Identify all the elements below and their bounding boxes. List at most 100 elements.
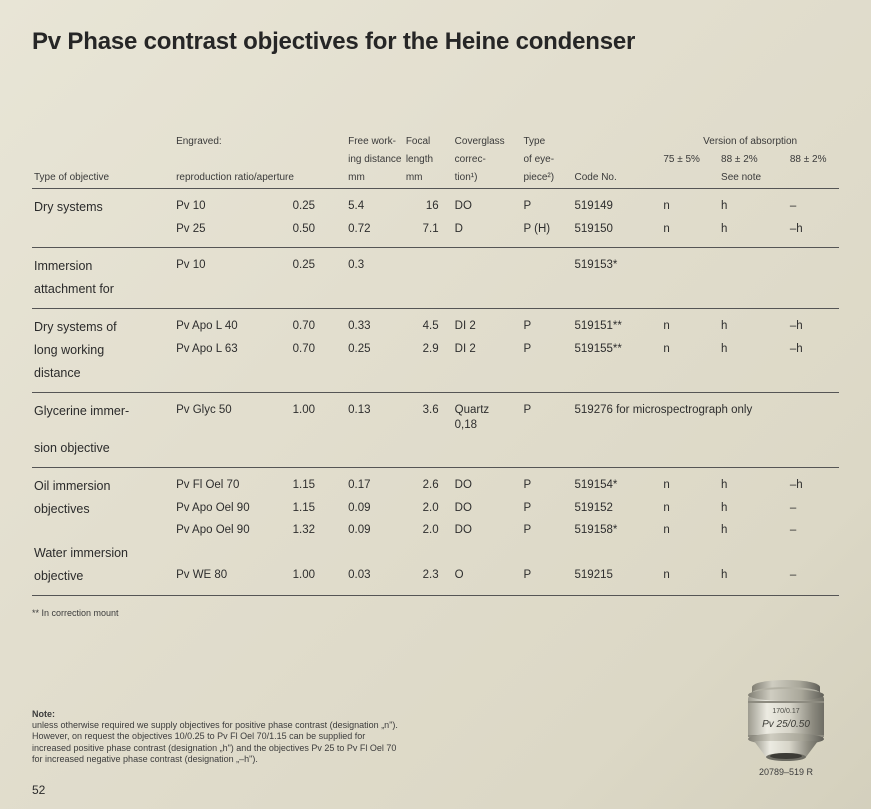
cell-engrave: Pv Fl Oel 70 xyxy=(174,467,291,497)
cell-aperture: 1.00 xyxy=(291,565,346,595)
table-row: Oil immersionPv Fl Oel 701.150.172.6DOP5… xyxy=(32,467,839,497)
cell-eye: P xyxy=(521,565,572,595)
th-cover-top: Coverglass xyxy=(453,134,522,152)
cell-v2: h xyxy=(719,309,788,339)
group-label: Water immersion xyxy=(32,542,174,565)
th-eye-bot: piece²) xyxy=(521,170,572,189)
table-row: Pv Apo Oel 901.320.092.0DOP519158*nh– xyxy=(32,520,839,542)
cell-aperture: 0.70 xyxy=(291,309,346,339)
cell-focal: 2.0 xyxy=(404,498,453,521)
cell-aperture: 0.25 xyxy=(291,248,346,278)
table-row: Dry systems ofPv Apo L 400.700.334.5DI 2… xyxy=(32,309,839,339)
table-row: attachment for xyxy=(32,278,839,308)
group-label xyxy=(32,219,174,248)
cell-focal: 2.6 xyxy=(404,467,453,497)
cell-focal: 7.1 xyxy=(404,219,453,248)
table-body: Dry systemsPv 100.255.416DOP519149nh–Pv … xyxy=(32,189,839,596)
cell-v2: h xyxy=(719,498,788,521)
cell-focal: 4.5 xyxy=(404,309,453,339)
cell-eye: P xyxy=(521,309,572,339)
cell-v3 xyxy=(788,248,839,278)
cell-eye xyxy=(521,248,572,278)
lens-engrave-mid: Pv 25/0.50 xyxy=(762,719,810,730)
cell-code: 519154* xyxy=(573,467,662,497)
th-engraved-top: Engraved: xyxy=(174,134,346,152)
cell-engrave: Pv Glyc 50 xyxy=(174,392,291,437)
group-label: sion objective xyxy=(32,437,174,467)
th-focal-top: Focal xyxy=(404,134,453,152)
cell-cover: D xyxy=(453,219,522,248)
table-head: Type of objective Engraved: Free work- F… xyxy=(32,134,839,189)
th-engraved-bot: reproduction ratio/aperture xyxy=(174,152,346,189)
cell-v1: n xyxy=(661,339,719,362)
cell-engrave: Pv Apo L 63 xyxy=(174,339,291,362)
cell-v1: n xyxy=(661,189,719,219)
cell-cover: DO xyxy=(453,520,522,542)
cell-v3: – xyxy=(788,189,839,219)
group-label: objectives xyxy=(32,498,174,521)
cell-v3: –h xyxy=(788,467,839,497)
group-label: Immersion xyxy=(32,248,174,278)
cell-cover: DO xyxy=(453,498,522,521)
th-focal-unit: mm xyxy=(404,170,453,189)
cell-fwd: 0.13 xyxy=(346,392,404,437)
cell-code: 519152 xyxy=(573,498,662,521)
cell-v2: h xyxy=(719,219,788,248)
cell-focal: 3.6 xyxy=(404,392,453,437)
cell-v1: n xyxy=(661,520,719,542)
cell-aperture: 1.00 xyxy=(291,392,346,437)
table-row: long workingPv Apo L 630.700.252.9DI 2P5… xyxy=(32,339,839,362)
cell-cover: DI 2 xyxy=(453,309,522,339)
note-body: unless otherwise required we supply obje… xyxy=(32,720,398,764)
cell-v1: n xyxy=(661,565,719,595)
th-focal-mid: length xyxy=(404,152,453,170)
cell-aperture: 0.50 xyxy=(291,219,346,248)
cell-code: 519153* xyxy=(573,248,662,278)
cell-fwd: 0.03 xyxy=(346,565,404,595)
cell-cover xyxy=(453,248,522,278)
table-row: distance xyxy=(32,362,839,392)
cell-v1: n xyxy=(661,467,719,497)
cell-aperture: 0.70 xyxy=(291,339,346,362)
footnote-correction-mount: ** In correction mount xyxy=(32,608,839,618)
cell-fwd: 0.3 xyxy=(346,248,404,278)
cell-aperture: 0.25 xyxy=(291,189,346,219)
cell-engrave: Pv WE 80 xyxy=(174,565,291,595)
lens-image: 170/0.17 Pv 25/0.50 20789–519 R xyxy=(731,677,841,777)
th-v1: 75 ± 5% xyxy=(661,152,719,170)
table-row: Water immersion xyxy=(32,542,839,565)
cell-fwd: 5.4 xyxy=(346,189,404,219)
cell-v1 xyxy=(661,248,719,278)
cell-engrave: Pv Apo Oel 90 xyxy=(174,520,291,542)
group-label: attachment for xyxy=(32,278,174,308)
cell-code: 519158* xyxy=(573,520,662,542)
table-row: objectivePv WE 801.000.032.3OP519215nh– xyxy=(32,565,839,595)
cell-v3: –h xyxy=(788,339,839,362)
cell-aperture: 1.32 xyxy=(291,520,346,542)
cell-cover: DO xyxy=(453,189,522,219)
cell-v2: h xyxy=(719,467,788,497)
group-label: objective xyxy=(32,565,174,595)
cell-cover: DO xyxy=(453,467,522,497)
th-eye-mid: of eye- xyxy=(521,152,572,170)
cell-engrave: Pv Apo L 40 xyxy=(174,309,291,339)
objectives-table: Type of objective Engraved: Free work- F… xyxy=(32,134,839,596)
cell-aperture: 1.15 xyxy=(291,498,346,521)
cell-cover: O xyxy=(453,565,522,595)
cell-focal: 2.3 xyxy=(404,565,453,595)
th-seenote: See note xyxy=(719,170,788,189)
cell-engrave: Pv 25 xyxy=(174,219,291,248)
th-version-title: Version of absorption xyxy=(661,134,839,152)
cell-fwd: 0.09 xyxy=(346,498,404,521)
cell-code: 519155** xyxy=(573,339,662,362)
group-label: Oil immersion xyxy=(32,467,174,497)
th-fwd-unit: mm xyxy=(346,170,404,189)
cell-engrave: Pv Apo Oel 90 xyxy=(174,498,291,521)
cell-fwd: 0.25 xyxy=(346,339,404,362)
cell-eye: P xyxy=(521,189,572,219)
cell-aperture: 1.15 xyxy=(291,467,346,497)
cell-code: 519150 xyxy=(573,219,662,248)
cell-code: 519215 xyxy=(573,565,662,595)
cell-focal: 2.0 xyxy=(404,520,453,542)
table-row: Pv 250.500.727.1DP (H)519150nh–h xyxy=(32,219,839,248)
